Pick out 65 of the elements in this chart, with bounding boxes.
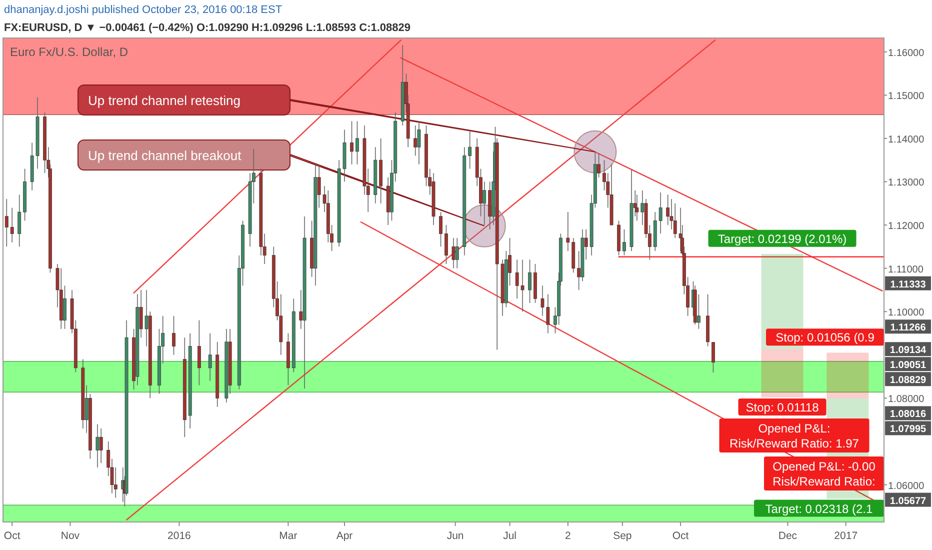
- annotation: Opened P&L: -0.00 Risk/Reward Ratio:: [772, 459, 876, 488]
- candlestick: [622, 228, 626, 256]
- text: 1.11333: [890, 279, 926, 290]
- y-tick-label: 1.06000: [888, 480, 925, 492]
- data-label: Target: 0.02318 (2.1: [765, 502, 874, 516]
- y-tick-label: 1.11000: [888, 264, 924, 276]
- data-label: Target: 0.02199 (2.01%): [718, 232, 847, 246]
- candlestick: [10, 207, 14, 243]
- text: 1.09134: [890, 345, 927, 356]
- candlestick: [482, 181, 486, 226]
- x-tick-label: Oct: [4, 530, 20, 542]
- y-tick-label: 1.16000: [888, 48, 925, 59]
- candlestick: [697, 294, 700, 330]
- x-tick-label: 2: [565, 530, 572, 542]
- candlestick: [208, 332, 212, 382]
- text: dhananjay.d.joshi published October 23, 2016 00:18 EST: [4, 4, 282, 16]
- candlestick: [468, 131, 472, 170]
- y-tick-label: 1.15000: [888, 91, 925, 102]
- candlestick: [350, 120, 354, 165]
- candlestick: [712, 342, 715, 373]
- text: 1.08016: [890, 409, 927, 420]
- candlestick: [455, 238, 459, 269]
- x-tick-label: Mar: [279, 530, 298, 542]
- data-label: Stop: 0.01056 (0.9: [776, 330, 875, 345]
- chart-subtitle: FX:EURUSD, D ▼ −0.00461 (−0.42%) O:1.09290 H:1.09296 L:1.08593 C:1.08829: [4, 22, 410, 34]
- candlestick: [99, 428, 103, 464]
- x-tick-label: Oct: [672, 530, 689, 542]
- text: 1.05677: [890, 496, 927, 507]
- candlestick: [439, 212, 442, 248]
- candlestick: [444, 224, 448, 264]
- x-tick-label: Jul: [503, 530, 517, 542]
- text: Euro Fx/U.S. Dollar, D: [10, 45, 128, 59]
- candlestick: [172, 316, 176, 356]
- x-tick-label: 2016: [168, 530, 192, 542]
- x-tick-label: Jun: [446, 530, 464, 542]
- text: 1.11266: [890, 322, 926, 334]
- candlestick: [4, 198, 8, 248]
- y-tick-label: 1.13000: [888, 178, 925, 189]
- bar: [826, 352, 869, 398]
- candlestick: [414, 125, 418, 156]
- x-tick-label: Dec: [778, 530, 798, 542]
- text: 1.08829: [890, 375, 927, 386]
- y-tick-label: 1.14000: [888, 134, 925, 146]
- candlestick: [18, 194, 22, 248]
- candlestick: [96, 424, 100, 468]
- x-tick-label: 2017: [834, 530, 858, 542]
- y-tick-label: 1.08000: [888, 394, 925, 406]
- x-tick-label: Apr: [336, 530, 354, 542]
- y-tick-label: 1.12000: [888, 221, 925, 232]
- candlestick: [197, 320, 201, 386]
- annotation: Up trend channel breakout: [88, 148, 242, 163]
- x-tick-label: Nov: [60, 530, 80, 542]
- candlestick: [528, 259, 532, 304]
- candlestick: [417, 120, 421, 165]
- x-tick-label: Sep: [613, 530, 632, 542]
- candlestick: [452, 238, 456, 269]
- candlestick: [666, 194, 670, 226]
- annotation: Opened P&L: Risk/Reward Ratio: 1.97: [730, 421, 860, 450]
- data-label: Stop: 0.01118: [746, 400, 820, 414]
- candlestick: [63, 285, 66, 330]
- annotation: Up trend channel retesting: [88, 93, 240, 108]
- candlestick: [356, 120, 359, 165]
- text: 1.07995: [890, 424, 927, 436]
- text: 1.09051: [890, 360, 927, 372]
- y-tick-label: 1.10000: [888, 308, 925, 319]
